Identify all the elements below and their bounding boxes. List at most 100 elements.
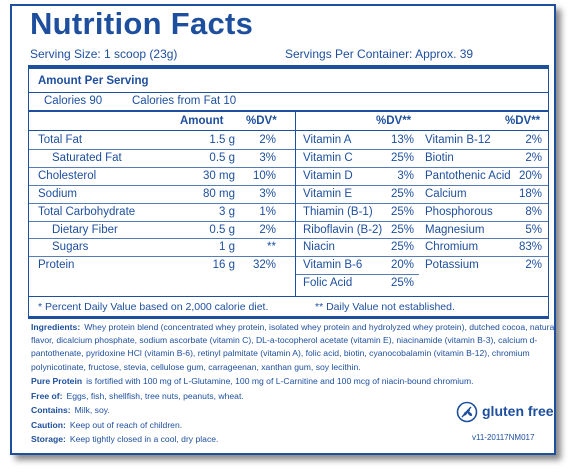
divider: [295, 112, 296, 296]
thick-rule: [28, 316, 549, 319]
nutrient-amount: 0.5 g: [209, 151, 235, 164]
vitamin-dv: 13%: [390, 134, 414, 146]
row-rule: [295, 148, 419, 150]
row-rule: [28, 238, 295, 240]
statement-text: is fortified with 100 mg of L-Glutamine,…: [86, 376, 474, 387]
nutrient-dv: **: [267, 241, 276, 254]
vitamin-dv: 25%: [390, 277, 414, 290]
statement: Free of: Eggs, fish, shellfish, tree nuts…: [31, 390, 559, 403]
row-rule: [295, 202, 419, 204]
row-rule: [28, 166, 295, 168]
statement-text: Keep tightly closed in a cool, dry place…: [69, 434, 219, 445]
row-rule: [419, 184, 548, 186]
nutrient-amount: 30 mg: [203, 169, 235, 182]
vitamin-name: Folic Acid: [303, 277, 353, 290]
nutrient-amount: 0.5 g: [209, 223, 235, 236]
rule: [28, 296, 549, 297]
statement-label: Contains:: [31, 405, 71, 416]
footnote: * Percent Daily Value based on 2,000 cal…: [38, 301, 269, 313]
row-rule: [295, 184, 419, 186]
nutrient-name: Total Carbohydrate: [38, 205, 136, 218]
vitamin-name: Niacin: [303, 241, 335, 254]
row-rule: [28, 202, 295, 204]
amount-per-serving: Amount Per Serving: [38, 75, 149, 87]
statement-label: Caution:: [31, 419, 66, 430]
row-rule: [295, 166, 419, 168]
rule: [28, 130, 549, 131]
row-rule: [419, 238, 548, 240]
vitamin-dv: 2%: [525, 259, 542, 272]
vitamin-name: Vitamin B-6: [303, 259, 363, 272]
statement: Storage: Keep tightly closed in a cool, d…: [31, 433, 559, 446]
row-rule: [295, 274, 419, 276]
vitamin-name: Vitamin C: [303, 151, 353, 164]
serving-size: Serving Size: 1 scoop (23g): [30, 47, 178, 61]
row-rule: [28, 184, 295, 186]
nutrient-name: Protein: [38, 259, 75, 272]
vitamin-dv: 20%: [390, 259, 414, 272]
row-rule: [419, 256, 548, 258]
calories-from-fat: Calories from Fat 10: [132, 95, 237, 107]
vitamin-name: Phosphorous: [425, 205, 493, 218]
nutrient-name: Cholesterol: [38, 169, 97, 182]
nutrient-dv: 3%: [259, 187, 276, 200]
vitamin-dv: 8%: [525, 205, 542, 218]
nutrient-dv: 2%: [259, 223, 276, 236]
statement-label: Ingredients:: [31, 322, 81, 332]
nutrient-name: Sodium: [38, 187, 77, 200]
nutrient-amount: 3 g: [219, 205, 235, 218]
vitamin-name: Chromium: [425, 241, 479, 254]
statement-label: Storage:: [31, 434, 66, 445]
rule: [28, 92, 549, 93]
vitamin-name: Potassium: [425, 259, 479, 272]
row-rule: [419, 220, 548, 222]
row-rule: [28, 220, 295, 222]
row-rule: [295, 256, 419, 258]
nutrient-name: Total Fat: [38, 134, 83, 146]
vitamin-dv: 2%: [525, 151, 542, 164]
statement: Caution: Keep out of reach of children.: [31, 419, 559, 432]
statements: Ingredients: Whey protein blend (concentr…: [31, 321, 559, 446]
vitamin-dv: 5%: [525, 223, 542, 236]
row-rule: [419, 166, 548, 168]
servings-per-container: Servings Per Container: Approx. 39: [285, 47, 474, 61]
thick-rule: [28, 65, 549, 69]
vitamin-name: Thiamin (B-1): [303, 205, 373, 218]
vitamin-dv: 20%: [518, 169, 542, 182]
vitamin-name: Riboflavin (B-2): [303, 223, 383, 236]
vitamin-dv: 25%: [390, 205, 414, 218]
dv-header: %DV**: [505, 115, 541, 127]
amount-header: Amount: [180, 115, 224, 127]
vitamin-dv: 3%: [397, 169, 414, 182]
row-rule: [28, 256, 295, 258]
row-rule: [295, 238, 419, 240]
nutrient-amount: 80 mg: [203, 187, 235, 200]
row-rule: [419, 148, 548, 150]
nutrient-dv: 2%: [259, 134, 276, 146]
vitamin-dv: 83%: [518, 241, 542, 254]
nutrient-name: Sugars: [52, 241, 89, 254]
nutrient-amount: 1 g: [219, 241, 235, 254]
vitamin-name: Magnesium: [425, 223, 485, 236]
statement: Pure Protein is fortified with 100 mg of …: [31, 375, 559, 388]
nutrient-dv: 32%: [252, 259, 276, 272]
rule: [28, 110, 549, 112]
vitamin-dv: 25%: [390, 187, 414, 200]
badge: gluten free: [482, 403, 554, 419]
statement-text: Whey protein blend (concentrated whey pr…: [31, 322, 557, 372]
statement-label: Free of:: [31, 390, 63, 401]
vitamin-name: Calcium: [425, 187, 467, 200]
dv-header: %DV**: [376, 115, 412, 127]
nutrient-dv: 3%: [259, 151, 276, 164]
nutrient-amount: 16 g: [212, 259, 235, 272]
gluten-free-icon: [456, 401, 478, 423]
nutrient-name: Saturated Fat: [52, 151, 122, 164]
vitamin-dv: 2%: [525, 134, 542, 146]
row-rule: [28, 148, 295, 150]
code: v11-20117NM017: [472, 433, 535, 442]
nutrient-name: Dietary Fiber: [52, 223, 118, 236]
vitamin-name: Vitamin E: [303, 187, 353, 200]
nutrient-amount: 1.5 g: [209, 134, 235, 146]
vitamin-dv: 25%: [390, 241, 414, 254]
